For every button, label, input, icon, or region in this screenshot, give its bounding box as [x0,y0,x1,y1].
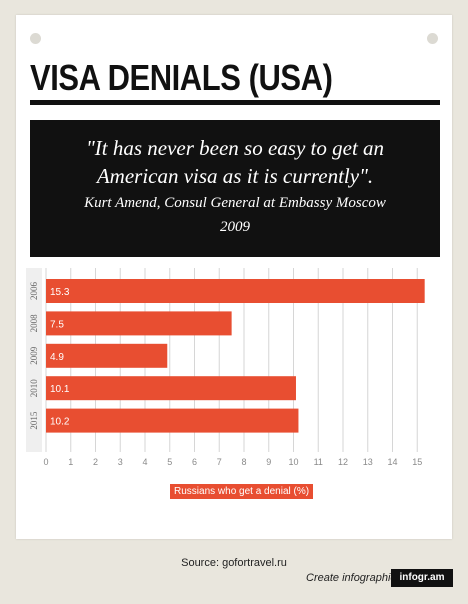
x-tick-label: 14 [387,457,397,467]
x-tick-label: 1 [68,457,73,467]
x-tick-label: 4 [142,457,147,467]
infographic-card: VISA DENIALS (USA) "It has never been so… [16,15,452,539]
bars [46,279,425,433]
bar [46,376,296,401]
bar-value-label: 10.1 [50,384,70,395]
quote-author: Kurt Amend, Consul General at Embassy Mo… [84,195,386,211]
x-axis-ticks: 0 1 2 3 4 5 6 7 8 9 10 11 12 13 14 15 [43,457,422,467]
x-tick-label: 12 [338,457,348,467]
category-label: 2009 [29,346,39,365]
title-divider [30,100,440,105]
x-tick-label: 6 [192,457,197,467]
x-tick-label: 13 [363,457,373,467]
pin-dot-left [30,33,41,44]
x-tick-label: 7 [217,457,222,467]
quote-year: 2009 [220,219,250,235]
x-tick-label: 0 [43,457,48,467]
x-tick-label: 8 [241,457,246,467]
bar-value-label: 7.5 [50,319,64,330]
quote-text: "It has never been so easy to get an Ame… [85,136,385,188]
x-tick-label: 9 [266,457,271,467]
bar [46,311,232,336]
page-title: VISA DENIALS (USA) [30,57,333,98]
x-tick-label: 15 [412,457,422,467]
bar-value-label: 10.2 [50,417,70,428]
pin-dot-right [427,33,438,44]
category-label: 2010 [29,379,39,398]
bar [46,279,425,303]
bar-value-label: 15.3 [50,287,70,298]
infogram-logo[interactable]: infogr.am [391,569,453,587]
bar-chart: 15.37.54.910.110.2 20062008200920102015 … [26,268,425,467]
x-tick-label: 10 [288,457,298,467]
x-tick-label: 3 [118,457,123,467]
x-tick-label: 5 [167,457,172,467]
category-label: 2006 [29,282,39,301]
bar [46,408,299,433]
category-label: 2008 [29,314,39,333]
data-labels: 15.3 7.5 4.9 10.1 10.2 [50,287,70,428]
source-note: Source: gofortravel.ru [181,557,287,569]
category-label: 2015 [29,411,39,430]
x-tick-label: 2 [93,457,98,467]
x-tick-label: 11 [314,457,323,467]
category-axis-band [26,268,42,452]
legend-item: Russians who get a denial (%) [170,484,314,499]
bar [46,343,168,368]
bar-value-label: 4.9 [50,352,64,363]
quote-box: "It has never been so easy to get an Ame… [30,120,440,257]
create-infographics-link[interactable]: Create infographics [306,572,402,584]
category-labels: 2006 2008 2009 2010 2015 [29,282,39,430]
